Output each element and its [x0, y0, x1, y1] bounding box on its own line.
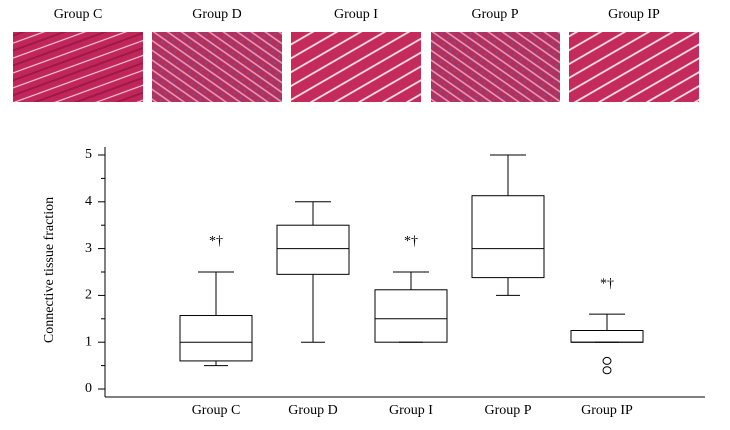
image-label: Group C [54, 7, 103, 22]
histology-image [291, 32, 421, 102]
y-tick-label: 5 [85, 147, 92, 162]
box [471, 195, 545, 279]
annotation: *† [404, 234, 418, 249]
box [570, 330, 644, 343]
image-label: Group D [192, 7, 241, 22]
box [179, 315, 253, 362]
x-tick-label: Group C [192, 403, 241, 418]
histology-image [431, 32, 560, 102]
image-label: Group IP [608, 7, 660, 22]
histology-image [13, 32, 143, 102]
x-tick-label: Group I [389, 403, 433, 418]
y-tick-label: 1 [85, 334, 92, 349]
box [374, 289, 448, 343]
x-tick-label: Group P [484, 403, 531, 418]
outlier [602, 366, 612, 375]
image-label: Group I [334, 7, 378, 22]
y-tick-label: 2 [85, 288, 92, 303]
box [276, 224, 350, 275]
x-tick-label: Group D [288, 403, 337, 418]
y-axis-label: Connective tissue fraction [42, 197, 57, 343]
x-tick-label: Group IP [581, 403, 633, 418]
histology-image [152, 32, 282, 102]
y-tick-label: 3 [85, 241, 92, 256]
image-label: Group P [471, 7, 518, 22]
histology-image [569, 32, 699, 102]
outlier [602, 356, 612, 365]
histology-images [13, 32, 699, 102]
annotation: *† [209, 234, 223, 249]
annotation: *† [600, 276, 614, 291]
y-tick-label: 4 [85, 194, 92, 209]
y-tick-label: 0 [85, 381, 92, 396]
